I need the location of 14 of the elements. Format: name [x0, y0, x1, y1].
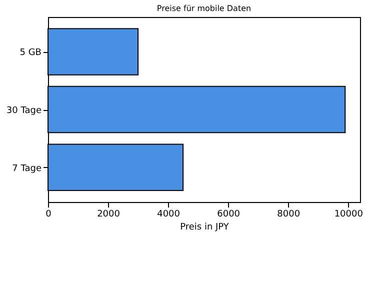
x-tick-label: 2000: [97, 210, 120, 220]
x-tick-label: 6000: [217, 210, 240, 220]
y-tick-label: 5 GB: [20, 48, 42, 58]
chart-title: Preise für mobile Daten: [156, 4, 252, 13]
x-tick-label: 0: [46, 210, 52, 220]
bar: [48, 144, 184, 191]
bar: [48, 28, 139, 76]
x-tick-label: 8000: [277, 210, 300, 220]
x-axis-title: Preis in JPY: [180, 222, 230, 232]
y-tick-label: 7 Tage: [12, 164, 42, 174]
x-tick-label: 4000: [157, 210, 180, 220]
x-tick-label: 10000: [334, 210, 364, 220]
y-tick-label: 30 Tage: [6, 106, 42, 116]
bar: [48, 86, 346, 134]
